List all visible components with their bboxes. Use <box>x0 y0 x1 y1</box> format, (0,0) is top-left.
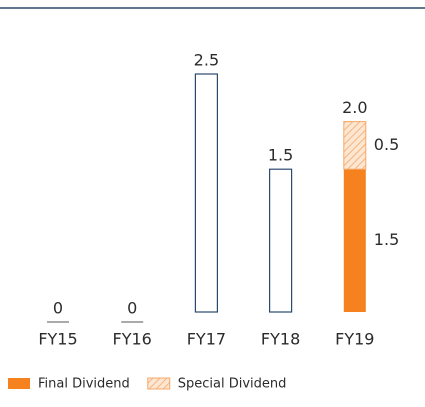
legend-swatch <box>147 377 171 390</box>
x-tick-label: FY18 <box>261 330 300 349</box>
legend-label: Special Dividend <box>178 377 287 392</box>
total-label: 0 <box>53 299 63 318</box>
bar <box>194 73 218 313</box>
x-tick-label: FY17 <box>187 330 226 349</box>
segment-label: 0.5 <box>374 135 399 154</box>
bar <box>269 168 293 313</box>
x-tick-label: FY19 <box>335 330 374 349</box>
bar-segment <box>343 121 367 170</box>
legend-swatch <box>8 378 30 389</box>
total-label: 2.0 <box>342 98 367 117</box>
total-label: 0 <box>127 299 137 318</box>
total-label: 1.5 <box>268 146 293 165</box>
x-tick-label: FY16 <box>113 330 152 349</box>
segment-label: 1.5 <box>374 230 399 249</box>
x-tick-label: FY15 <box>38 330 77 349</box>
legend-label: Final Dividend <box>38 377 130 392</box>
total-label: 2.5 <box>194 51 219 70</box>
bar-segment <box>343 169 366 312</box>
